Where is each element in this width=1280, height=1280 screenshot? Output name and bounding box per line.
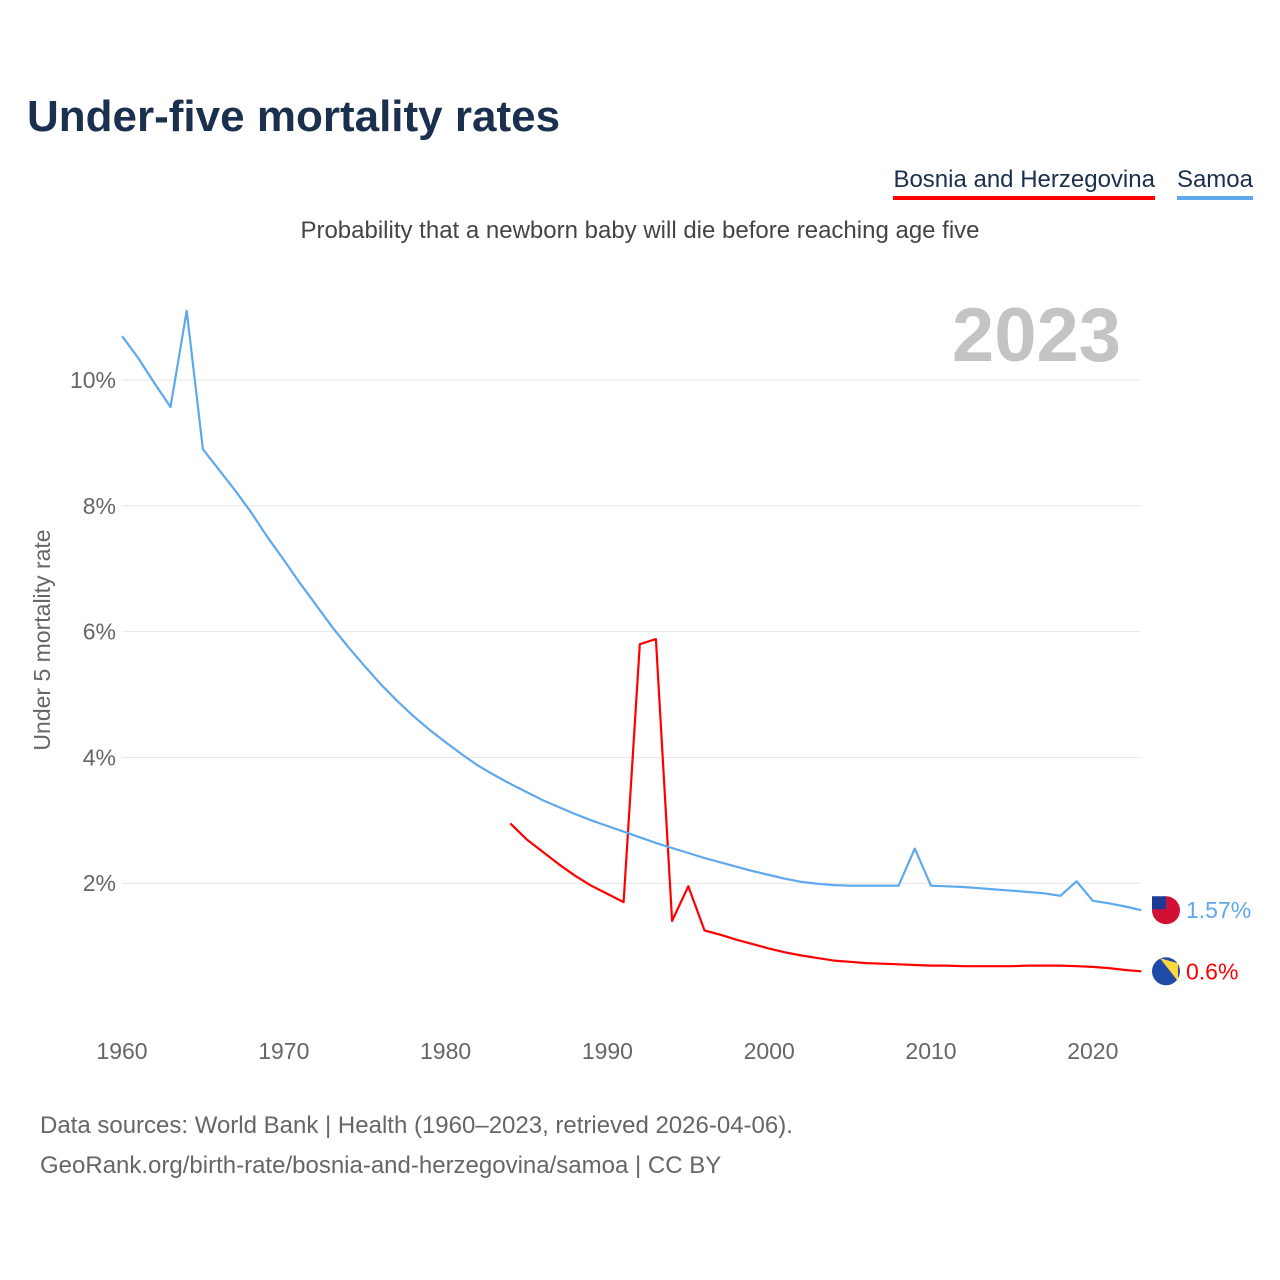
y-tick-label: 10% bbox=[70, 367, 116, 393]
y-tick-label: 2% bbox=[83, 870, 116, 896]
legend-item-bosnia[interactable]: Bosnia and Herzegovina bbox=[893, 166, 1155, 200]
flag-detail bbox=[1152, 896, 1166, 910]
x-tick-label: 1960 bbox=[96, 1038, 147, 1064]
x-tick-label: 1970 bbox=[258, 1038, 309, 1064]
end-value-label: 1.57% bbox=[1186, 897, 1251, 923]
chart-subtitle: Probability that a newborn baby will die… bbox=[300, 217, 980, 244]
x-tick-label: 2000 bbox=[744, 1038, 795, 1064]
x-tick-label: 1990 bbox=[582, 1038, 633, 1064]
x-tick-label: 2020 bbox=[1067, 1038, 1118, 1064]
source-url[interactable]: GeoRank.org/birth-rate/bosnia-and-herzeg… bbox=[40, 1152, 722, 1179]
end-value-label: 0.6% bbox=[1186, 958, 1238, 984]
y-tick-label: 6% bbox=[83, 619, 116, 645]
x-tick-label: 1980 bbox=[420, 1038, 471, 1064]
year-label: 2023 bbox=[952, 293, 1121, 378]
x-tick-label: 2010 bbox=[905, 1038, 956, 1064]
source-line: Data sources: World Bank | Health (1960–… bbox=[40, 1112, 793, 1139]
legend-item-samoa[interactable]: Samoa bbox=[1176, 166, 1253, 200]
y-axis-label: Under 5 mortality rate bbox=[29, 529, 55, 750]
y-tick-label: 4% bbox=[83, 744, 116, 770]
series-line-1 bbox=[121, 309, 1142, 912]
legend: Bosnia and Herzegovina Samoa bbox=[893, 166, 1253, 200]
flag-detail bbox=[1160, 958, 1178, 982]
series-line-0 bbox=[509, 637, 1142, 973]
source-note: Data sources: World Bank | Health (1960–… bbox=[40, 1106, 793, 1186]
chart-title: Under-five mortality rates bbox=[27, 92, 561, 141]
y-tick-label: 8% bbox=[83, 493, 116, 519]
